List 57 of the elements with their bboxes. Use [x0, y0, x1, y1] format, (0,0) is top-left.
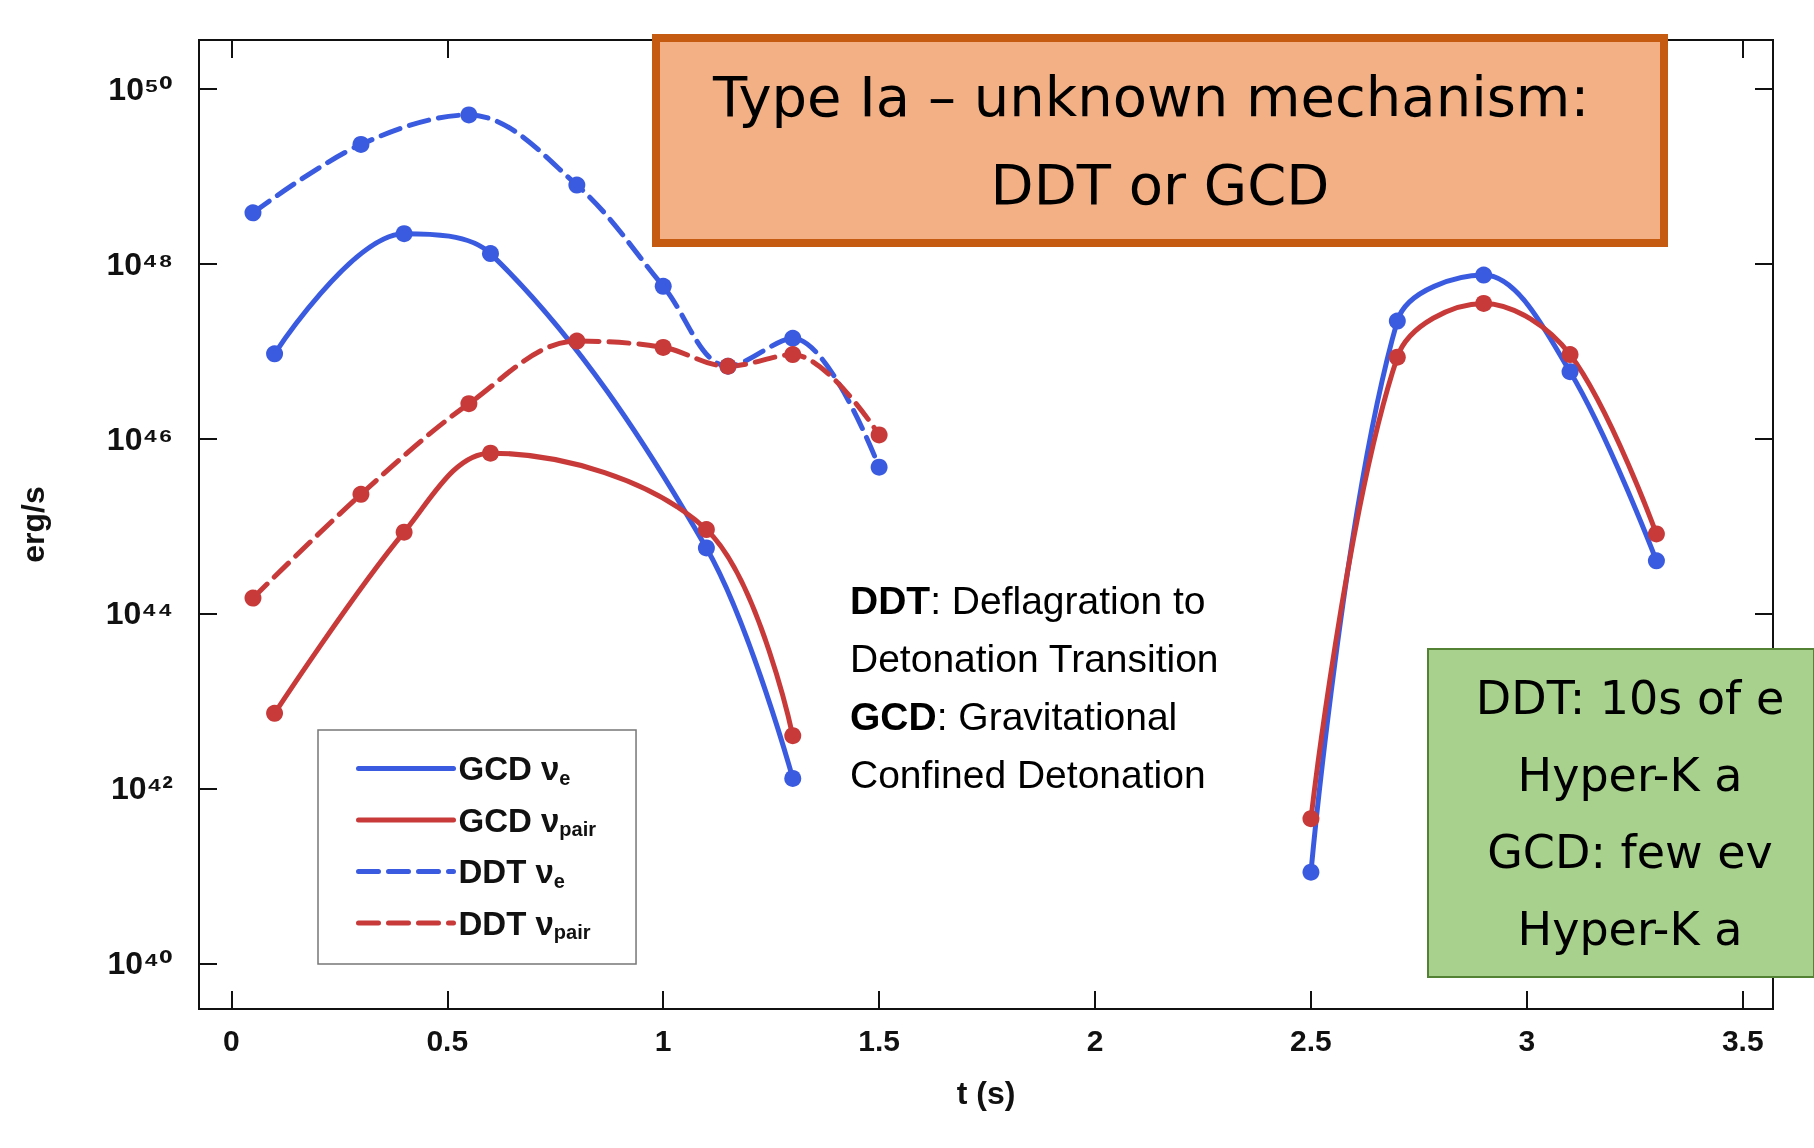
point	[1475, 294, 1493, 312]
x-tick-label: 0	[223, 1023, 240, 1057]
point	[1388, 348, 1406, 366]
point	[244, 589, 262, 607]
annotation: DDT: 10s of e	[1475, 671, 1785, 725]
annotation: DDT: Deflagration to Detonation Transition	[850, 578, 1220, 682]
x-tick-label: 1	[654, 1023, 672, 1057]
point	[654, 338, 672, 356]
point	[244, 204, 262, 222]
point	[1302, 863, 1320, 881]
x-tick-label: 2	[1086, 1023, 1104, 1057]
point	[395, 523, 413, 541]
point	[352, 135, 370, 153]
point	[266, 704, 284, 722]
text: Type Ia – unknown mechanism: DDT or GCD	[711, 63, 1608, 217]
point	[1647, 552, 1665, 570]
x-tick-label: 2.5	[1290, 1023, 1332, 1057]
x-tick-label: 3.5	[1721, 1023, 1764, 1057]
point	[784, 727, 802, 745]
y-tick-label: 10⁴⁰	[107, 945, 173, 982]
annotation: Hyper-K a	[1517, 748, 1743, 802]
y-tick-label: 10⁴²	[110, 770, 173, 807]
x-tick-label: 3	[1518, 1023, 1536, 1057]
x-tick-label: 1.5	[858, 1023, 900, 1057]
point	[1647, 525, 1665, 543]
x-axis-title: t (s)	[956, 1075, 1016, 1111]
point	[1302, 810, 1320, 828]
point	[870, 458, 888, 476]
point	[784, 769, 802, 787]
point	[1561, 363, 1579, 381]
annotation: GCD: few ev	[1487, 825, 1773, 879]
y-tick-label: 10⁵⁰	[108, 70, 173, 107]
point	[266, 345, 284, 363]
point	[784, 329, 802, 347]
point	[568, 332, 586, 350]
point	[482, 444, 499, 462]
point	[395, 225, 413, 243]
annotation: Hyper-K a	[1517, 902, 1743, 956]
y-tick-label: 10⁴⁴	[105, 595, 173, 632]
point	[697, 521, 715, 539]
annotation: GCD: Gravitational Confined Detonation	[850, 694, 1207, 798]
x-tick-label: 0.5	[426, 1023, 469, 1057]
point	[482, 245, 499, 263]
y-axis-title: erg/s	[15, 486, 51, 563]
point	[697, 539, 715, 557]
point	[460, 106, 478, 124]
point	[1388, 312, 1406, 330]
y-tick-label: 10⁴⁸	[106, 245, 173, 282]
point	[352, 485, 370, 503]
point	[870, 426, 888, 444]
point	[568, 176, 586, 194]
point	[1561, 346, 1579, 364]
point	[784, 346, 802, 364]
y-tick-label: 10⁴⁶	[106, 420, 173, 457]
point	[1475, 266, 1493, 284]
point	[460, 395, 478, 413]
point	[654, 277, 672, 295]
